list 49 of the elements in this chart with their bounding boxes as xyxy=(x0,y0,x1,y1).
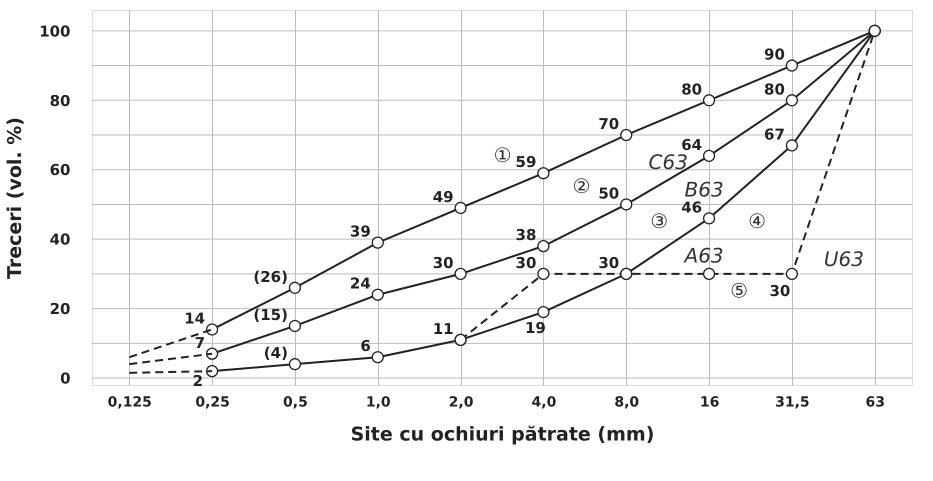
x-tick-label: 2,0 xyxy=(448,394,474,410)
data-label: 70 xyxy=(598,115,620,133)
x-tick-label: 4,0 xyxy=(532,394,557,410)
x-tick-label: 0,25 xyxy=(195,394,230,410)
x-tick-label: 1,0 xyxy=(366,394,391,410)
y-tick-label: 80 xyxy=(50,92,70,110)
data-label: 90 xyxy=(764,46,785,64)
data-label: 80 xyxy=(764,80,785,98)
x-tick-label: 0,5 xyxy=(283,394,308,410)
x-tick-label: 31,5 xyxy=(775,394,810,410)
data-label: (4) xyxy=(264,344,288,362)
data-label: (15) xyxy=(253,306,288,324)
data-label: (26) xyxy=(253,268,288,286)
y-tick-label: 60 xyxy=(50,161,70,180)
x-tick-label: 8,0 xyxy=(614,394,640,410)
data-label: 11 xyxy=(432,320,454,338)
annotation: ④ xyxy=(748,208,766,233)
data-label: 19 xyxy=(524,319,546,338)
y-tick-label: 40 xyxy=(50,230,70,249)
y-axis-title: Treceri (vol. %) xyxy=(4,117,26,279)
x-tick-label: 0,125 xyxy=(108,394,152,410)
y-tick-label: 100 xyxy=(39,22,70,40)
annotation: ③ xyxy=(650,208,668,233)
data-label: 38 xyxy=(516,226,536,244)
data-label: 7 xyxy=(194,334,206,352)
data-label: 30 xyxy=(769,282,790,300)
data-label: 6 xyxy=(360,337,371,356)
annotation: ① xyxy=(494,142,512,167)
data-label: 14 xyxy=(184,309,206,328)
annotation: U63 xyxy=(824,247,864,271)
data-label: 24 xyxy=(350,274,371,293)
data-label: 39 xyxy=(350,222,371,241)
annotation: A63 xyxy=(682,244,724,268)
x-tick-label: 16 xyxy=(700,394,720,410)
y-tick-label: 0 xyxy=(60,370,70,388)
annotation: ⑤ xyxy=(730,278,748,302)
data-label: 67 xyxy=(764,125,785,144)
data-label: 30 xyxy=(432,254,454,272)
data-label: 50 xyxy=(598,184,620,202)
data-label: 59 xyxy=(516,153,536,172)
data-label: 49 xyxy=(432,188,454,206)
x-tick-label: 63 xyxy=(865,394,885,410)
data-label: 2 xyxy=(192,372,204,390)
y-tick-label: 20 xyxy=(50,300,70,318)
x-axis-title: Site cu ochiuri pătrate (mm) xyxy=(350,424,654,446)
data-label: 30 xyxy=(516,254,536,272)
data-label: 80 xyxy=(681,80,702,98)
data-label: 30 xyxy=(598,254,620,272)
annotation: ② xyxy=(572,174,590,198)
